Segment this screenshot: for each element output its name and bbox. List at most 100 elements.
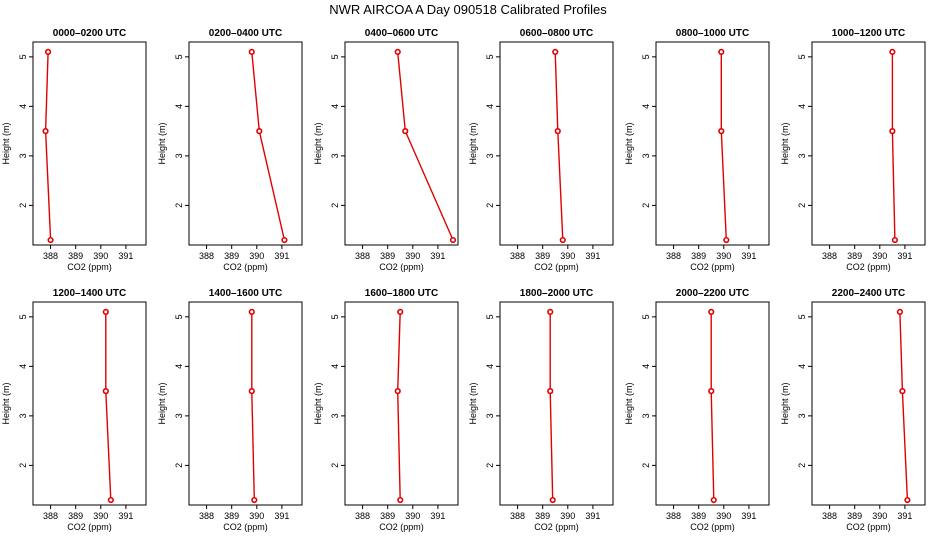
x-tick-label: 388 (666, 511, 681, 521)
profile-panel: 0400–0600 UTC 388 389 390 391 2 3 4 5 CO2 (ppm) He… (313, 28, 459, 272)
x-tick-label: 388 (199, 251, 214, 261)
co2-data-point (47, 236, 54, 244)
x-tick-label: 390 (872, 251, 887, 261)
x-tick-label: 388 (199, 511, 214, 521)
co2-data-point (251, 496, 258, 504)
x-tick-label: 389 (224, 511, 239, 521)
y-tick-label: 2 (641, 463, 651, 468)
y-tick-label: 2 (797, 463, 807, 468)
x-tick-label: 388 (666, 251, 681, 261)
y-tick-label: 4 (330, 104, 340, 109)
x-axis-label: CO2 (ppm) (379, 522, 424, 532)
x-axis-label: CO2 (ppm) (690, 262, 735, 272)
x-tick-label: 391 (118, 511, 133, 521)
x-tick-label: 389 (691, 251, 706, 261)
y-axis-label: Height (m) (313, 382, 323, 424)
x-tick-label: 391 (897, 511, 912, 521)
x-tick-label: 390 (249, 511, 264, 521)
plot-frame (499, 301, 614, 506)
co2-data-point (547, 388, 554, 395)
y-axis-label: Height (m) (157, 382, 167, 424)
co2-data-point (248, 388, 255, 395)
x-tick-label: 391 (430, 511, 445, 521)
y-tick-label: 5 (641, 54, 651, 59)
co2-data-point (552, 48, 559, 56)
panel-title: 0800–1000 UTC (676, 28, 749, 39)
co2-data-point (397, 308, 404, 316)
x-tick-label: 389 (691, 511, 706, 521)
x-tick-label: 388 (822, 251, 837, 261)
co2-data-point (718, 48, 725, 56)
profile-panel: 1800–2000 UTC 388 389 390 391 2 3 4 5 CO2 (ppm) He… (468, 288, 614, 532)
y-tick-label: 4 (330, 364, 340, 369)
co2-data-point (281, 236, 288, 244)
y-axis-label: Height (m) (624, 122, 634, 164)
x-tick-label: 391 (741, 511, 756, 521)
profile-panel: 1000–1200 UTC 388 389 390 391 2 3 4 5 CO2 (ppm) He… (780, 28, 926, 272)
y-tick-label: 5 (18, 314, 28, 319)
y-axis-label: Height (m) (1, 382, 11, 424)
y-tick-label: 4 (797, 104, 807, 109)
y-axis-label: Height (m) (624, 382, 634, 424)
y-tick-label: 3 (174, 153, 184, 158)
x-axis-label: CO2 (ppm) (846, 262, 891, 272)
x-tick-label: 389 (68, 251, 83, 261)
co2-data-point (559, 236, 566, 244)
x-tick-label: 391 (897, 251, 912, 261)
panel-title: 0600–0800 UTC (520, 28, 593, 39)
y-axis-label: Height (m) (468, 122, 478, 164)
plot-frame (811, 301, 926, 506)
profile-panel: 1200–1400 UTC 388 389 390 391 2 3 4 5 CO2 (ppm) He… (1, 288, 147, 532)
y-tick-label: 5 (485, 54, 495, 59)
y-tick-label: 2 (174, 463, 184, 468)
x-tick-label: 391 (430, 251, 445, 261)
plot-frame (655, 41, 770, 246)
y-axis-label: Height (m) (780, 122, 790, 164)
plot-frame (344, 41, 459, 246)
x-tick-label: 390 (249, 251, 264, 261)
x-tick-label: 389 (380, 511, 395, 521)
x-axis-label: CO2 (ppm) (846, 522, 891, 532)
x-tick-label: 391 (585, 251, 600, 261)
co2-data-point (896, 308, 903, 316)
co2-data-point (710, 496, 717, 504)
x-tick-label: 389 (68, 511, 83, 521)
co2-data-point (248, 308, 255, 316)
profile-panel: 2200–2400 UTC 388 389 390 391 2 3 4 5 CO2 (ppm) He… (780, 288, 926, 532)
y-tick-label: 4 (18, 364, 28, 369)
y-tick-label: 2 (330, 203, 340, 208)
profile-panel: 0800–1000 UTC 388 389 390 391 2 3 4 5 CO2 (ppm) He… (624, 28, 770, 272)
plot-frame (499, 41, 614, 246)
panel-title: 1000–1200 UTC (832, 28, 905, 39)
co2-data-point (102, 308, 109, 316)
y-tick-label: 3 (797, 153, 807, 158)
y-tick-label: 5 (797, 314, 807, 319)
profile-panel: 0600–0800 UTC 388 389 390 391 2 3 4 5 CO2 (ppm) He… (468, 28, 614, 272)
panel-title: 1200–1400 UTC (53, 288, 126, 299)
panel-title: 2200–2400 UTC (832, 288, 905, 299)
co2-data-point (708, 388, 715, 395)
co2-data-point (547, 308, 554, 316)
y-tick-label: 3 (485, 413, 495, 418)
y-tick-label: 2 (18, 203, 28, 208)
co2-data-point (397, 496, 404, 504)
profile-panel: 0000–0200 UTC 388 389 390 391 2 3 4 5 CO2 (ppm) He… (1, 28, 147, 272)
profile-panel: 0200–0400 UTC 388 389 390 391 2 3 4 5 CO2 (ppm) He… (157, 28, 303, 272)
x-tick-label: 390 (405, 251, 420, 261)
x-tick-label: 391 (118, 251, 133, 261)
y-tick-label: 3 (18, 153, 28, 158)
x-axis-label: CO2 (ppm) (223, 262, 268, 272)
y-tick-label: 5 (174, 314, 184, 319)
x-tick-label: 389 (535, 511, 550, 521)
panel-title: 1800–2000 UTC (520, 288, 593, 299)
x-tick-label: 389 (535, 251, 550, 261)
x-tick-label: 388 (43, 511, 58, 521)
y-tick-label: 3 (485, 153, 495, 158)
panel-grid: 0000–0200 UTC 388 389 390 391 2 3 4 5 CO2 (ppm) He… (1, 28, 926, 532)
y-tick-label: 4 (641, 104, 651, 109)
co2-data-point (248, 48, 255, 56)
x-tick-label: 388 (510, 511, 525, 521)
co2-data-point (708, 308, 715, 316)
co2-data-point (394, 388, 401, 395)
y-tick-label: 2 (485, 463, 495, 468)
